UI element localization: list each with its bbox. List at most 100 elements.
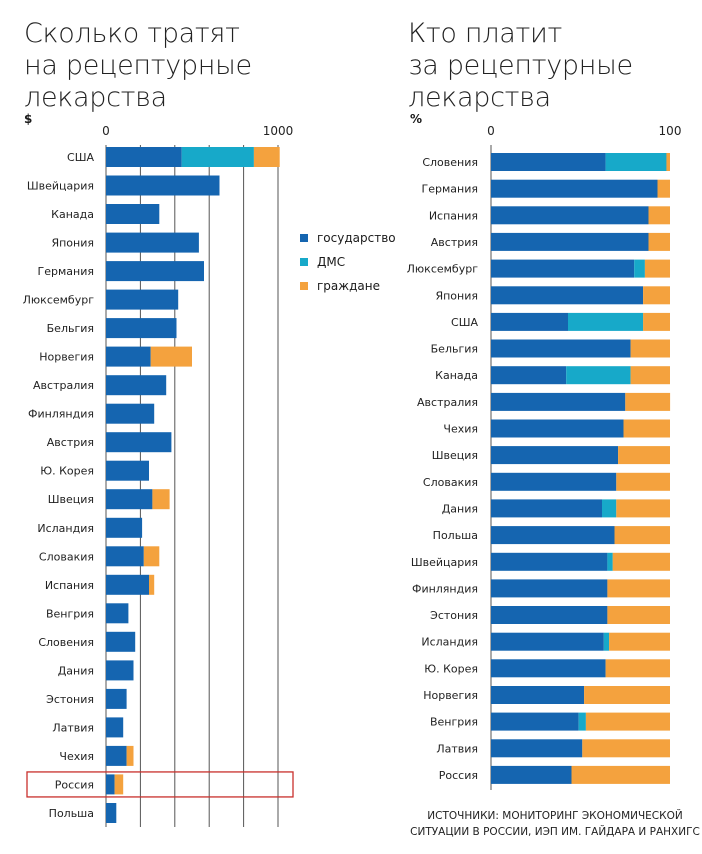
bar-segment: [491, 632, 604, 651]
category-label: Польша: [433, 529, 478, 542]
bar-segment: [491, 392, 626, 411]
category-label: Австралия: [33, 379, 94, 392]
bar-segment: [491, 606, 608, 624]
bar-segment: [607, 606, 670, 624]
highlight-box: [26, 771, 294, 798]
bar-segment: [150, 346, 192, 367]
bar-segment: [106, 232, 199, 253]
category-label: Исландия: [37, 522, 94, 535]
bar-segment: [106, 574, 149, 595]
bar-segment: [666, 153, 670, 171]
category-label: Финляндия: [412, 582, 478, 595]
bar-segment: [106, 660, 134, 681]
bar-segment: [648, 232, 670, 251]
category-label: Финляндия: [28, 408, 94, 421]
bar-segment: [143, 546, 160, 567]
bar-segment: [491, 739, 583, 758]
bar-segment: [491, 419, 624, 438]
bar-segment: [585, 712, 670, 731]
bar-segment: [643, 312, 670, 331]
category-label: Россия: [439, 769, 478, 782]
bar-segment: [491, 472, 617, 491]
legend-swatch: [300, 258, 308, 266]
tick-label: 1000: [263, 124, 294, 138]
category-label: Испания: [429, 209, 478, 222]
bar-segment: [491, 499, 602, 518]
legend-label: государство: [317, 231, 396, 245]
bar-segment: [106, 460, 149, 481]
category-label: Ю. Корея: [424, 662, 478, 675]
legend: государство ДМС граждане: [300, 226, 396, 298]
bar-segment: [603, 632, 610, 651]
bar-segment: [106, 631, 136, 652]
category-label: Люксембург: [23, 294, 95, 307]
category-label: Швеция: [48, 493, 94, 506]
bar-segment: [253, 147, 280, 167]
category-label: Латвия: [52, 721, 94, 734]
category-label: Чехия: [443, 423, 478, 436]
bar-segment: [605, 153, 667, 171]
category-label: Австрия: [431, 236, 478, 249]
bar-segment: [491, 366, 567, 385]
bar-segment: [491, 659, 606, 678]
bar-segment: [106, 717, 124, 738]
bar-segment: [106, 432, 172, 453]
category-label: Испания: [45, 579, 94, 592]
category-label: Венгрия: [46, 607, 94, 620]
tick-label: 0: [102, 124, 110, 138]
payer-share-chart: 0 100 Словения Германия Испания Австрия Люксем…: [407, 124, 682, 790]
category-label: Словения: [422, 156, 478, 169]
bar-segment: [568, 312, 644, 331]
bar-segment: [491, 765, 572, 784]
bar-segment: [582, 739, 670, 758]
bar-segment: [491, 232, 649, 251]
category-label: Германия: [422, 183, 478, 196]
bar-segment: [623, 419, 670, 438]
category-label: Канада: [51, 208, 94, 221]
category-label: Швейцария: [27, 180, 94, 193]
bar-segment: [566, 366, 631, 385]
category-label: Австралия: [417, 396, 478, 409]
bar-segment: [106, 489, 153, 510]
category-label: США: [451, 316, 478, 329]
category-label: Латвия: [436, 742, 478, 755]
right-chart-title: Кто платит за рецептурные лекарства: [408, 18, 633, 114]
sources-line: СИТУАЦИИ В РОССИИ, ИЭП ИМ. ГАЙДАРА И РАН…: [410, 826, 700, 838]
bar-segment: [106, 147, 182, 167]
category-label: Польша: [49, 807, 94, 820]
bar-segment: [106, 204, 160, 224]
bar-segment: [607, 579, 670, 598]
bar-segment: [630, 366, 670, 385]
category-label: Люксембург: [407, 263, 479, 276]
bar-segment: [657, 179, 670, 198]
legend-label: граждане: [317, 279, 380, 293]
category-label: Япония: [51, 237, 94, 250]
category-label: Чехия: [59, 750, 94, 763]
bar-segment: [106, 289, 179, 310]
sources-line: ИСТОЧНИКИ: МОНИТОРИНГ ЭКОНОМИЧЕСКОЙ: [427, 810, 683, 822]
bar-segment: [614, 526, 670, 545]
bar-segment: [491, 153, 606, 171]
bar-segment: [634, 259, 645, 278]
category-label: Словения: [38, 636, 94, 649]
bar-segment: [491, 686, 585, 704]
category-label: Норвегия: [423, 689, 478, 702]
category-label: Эстония: [46, 693, 94, 706]
bar-segment: [106, 517, 143, 538]
category-label: Россия: [55, 778, 94, 791]
bar-segment: [616, 472, 670, 491]
bar-segment: [106, 346, 151, 367]
category-label: Германия: [38, 265, 94, 278]
category-label: Дания: [442, 502, 478, 515]
legend-item: государство: [300, 226, 396, 250]
category-label: Норвегия: [39, 351, 94, 364]
category-label: Швейцария: [411, 556, 478, 569]
legend-item: граждане: [300, 274, 396, 298]
bar-segment: [106, 688, 127, 709]
category-label: Ю. Корея: [40, 465, 94, 478]
category-label: Словакия: [423, 476, 478, 489]
bar-segment: [618, 446, 670, 465]
bar-segment: [612, 552, 670, 571]
bar-segment: [491, 312, 568, 331]
tick-label: 100: [659, 124, 682, 138]
